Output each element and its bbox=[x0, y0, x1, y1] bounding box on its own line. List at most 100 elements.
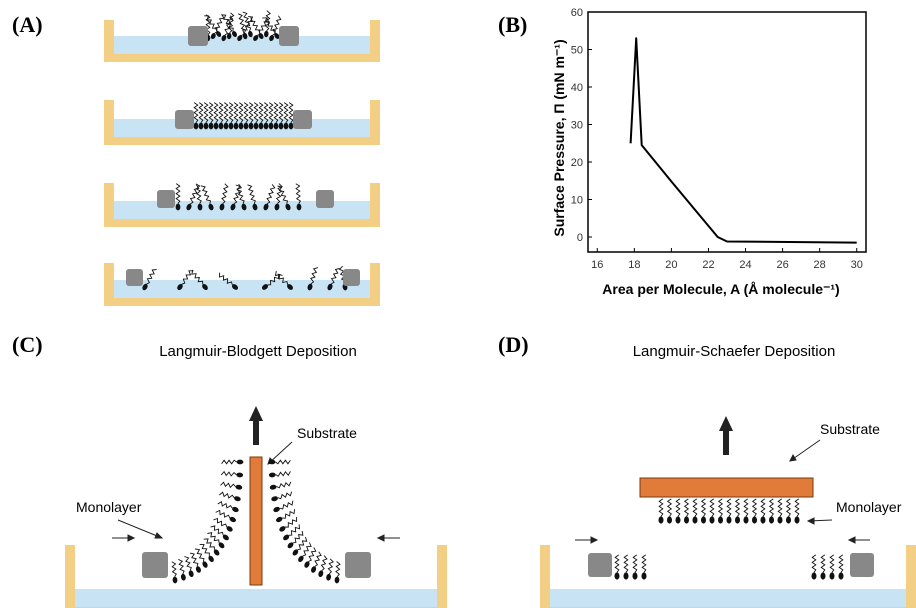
tail bbox=[219, 272, 233, 286]
x-tick-label: 26 bbox=[776, 259, 788, 271]
tail bbox=[709, 498, 715, 517]
tail bbox=[178, 558, 185, 575]
tail bbox=[241, 17, 254, 36]
head bbox=[794, 516, 800, 524]
head bbox=[208, 122, 214, 130]
tail bbox=[189, 184, 200, 205]
head bbox=[232, 506, 239, 513]
tail bbox=[314, 551, 322, 567]
substrate-label: Substrate bbox=[820, 421, 880, 437]
head bbox=[623, 572, 629, 580]
head bbox=[248, 30, 253, 38]
head bbox=[208, 555, 214, 563]
tail bbox=[233, 183, 243, 205]
head bbox=[327, 283, 333, 291]
monolayer-label: Monolayer bbox=[836, 499, 902, 515]
trough-wall bbox=[540, 545, 550, 608]
head bbox=[811, 572, 817, 580]
tail bbox=[203, 538, 215, 550]
head bbox=[709, 516, 715, 524]
tail bbox=[777, 498, 783, 517]
head bbox=[221, 34, 227, 42]
tail bbox=[641, 554, 647, 573]
head bbox=[216, 31, 222, 37]
head bbox=[236, 459, 244, 465]
head bbox=[238, 122, 244, 130]
tail bbox=[146, 269, 157, 285]
isotherm-line bbox=[629, 37, 857, 244]
tail bbox=[614, 554, 620, 573]
head bbox=[273, 506, 280, 513]
head bbox=[198, 122, 204, 130]
head bbox=[268, 122, 274, 130]
head bbox=[614, 572, 620, 580]
tail bbox=[717, 498, 724, 517]
head bbox=[287, 542, 294, 549]
head bbox=[268, 472, 276, 478]
tail bbox=[221, 14, 234, 32]
tail bbox=[683, 498, 690, 517]
head bbox=[175, 203, 181, 211]
barrier bbox=[316, 190, 334, 208]
head bbox=[743, 516, 749, 524]
tail bbox=[218, 102, 224, 123]
barrier bbox=[126, 269, 143, 286]
head bbox=[283, 122, 289, 130]
water bbox=[114, 280, 370, 298]
head bbox=[230, 203, 236, 211]
tail bbox=[700, 498, 707, 517]
head bbox=[632, 572, 638, 580]
barrier bbox=[142, 552, 168, 578]
barrier bbox=[293, 110, 312, 129]
tail bbox=[632, 554, 638, 573]
panel-label: (D) bbox=[498, 332, 529, 357]
tail bbox=[263, 102, 269, 123]
head bbox=[311, 566, 317, 573]
head bbox=[666, 516, 673, 524]
trough-floor bbox=[104, 219, 380, 227]
tail bbox=[175, 183, 181, 204]
y-tick-label: 10 bbox=[571, 195, 583, 207]
head bbox=[208, 203, 214, 211]
tail bbox=[214, 14, 225, 34]
trough-floor bbox=[104, 137, 380, 145]
head bbox=[188, 570, 194, 578]
head bbox=[274, 33, 280, 39]
tail bbox=[233, 102, 239, 123]
head bbox=[203, 122, 209, 130]
head bbox=[142, 283, 148, 291]
tail bbox=[248, 102, 254, 123]
trough-wall bbox=[906, 545, 916, 608]
head bbox=[304, 561, 310, 568]
tail bbox=[734, 498, 741, 517]
head bbox=[292, 549, 299, 556]
tail bbox=[276, 481, 292, 489]
head bbox=[261, 284, 269, 290]
tail bbox=[283, 102, 289, 123]
tail bbox=[743, 498, 749, 517]
x-tick-label: 20 bbox=[665, 259, 677, 271]
head bbox=[226, 32, 232, 40]
tail bbox=[302, 542, 312, 557]
tail bbox=[658, 498, 664, 517]
head bbox=[273, 122, 279, 130]
tail bbox=[237, 13, 247, 34]
head bbox=[263, 122, 269, 130]
head bbox=[760, 516, 766, 524]
head bbox=[197, 203, 203, 211]
tail bbox=[285, 517, 298, 528]
tail bbox=[308, 547, 317, 562]
head bbox=[241, 203, 247, 211]
head bbox=[234, 496, 241, 502]
trough-floor bbox=[104, 298, 380, 306]
x-tick-label: 16 bbox=[591, 259, 603, 271]
head bbox=[218, 122, 224, 130]
y-tick-label: 40 bbox=[571, 82, 583, 94]
tail bbox=[227, 12, 235, 34]
head bbox=[269, 34, 274, 42]
head bbox=[226, 526, 233, 532]
tail bbox=[223, 102, 229, 123]
tail bbox=[820, 554, 826, 573]
head bbox=[219, 203, 225, 211]
